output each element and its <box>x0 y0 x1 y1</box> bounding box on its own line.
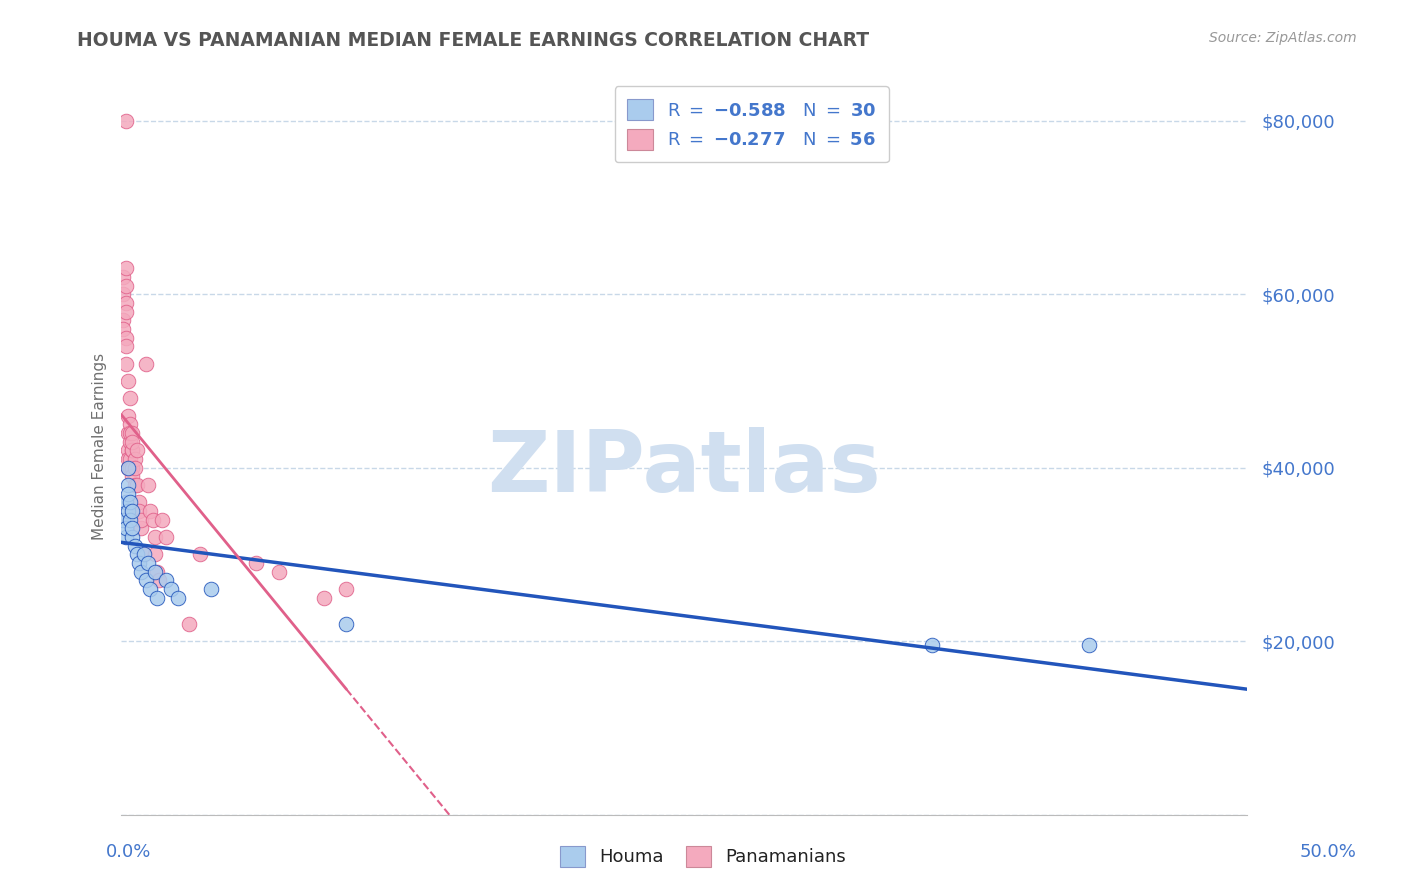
Point <box>335 616 357 631</box>
Point <box>312 591 335 605</box>
Point <box>112 313 135 327</box>
Point <box>142 513 165 527</box>
Point <box>120 417 142 432</box>
Point <box>121 504 143 518</box>
Point <box>125 443 148 458</box>
Point <box>267 565 290 579</box>
Point <box>117 374 139 388</box>
Point <box>188 548 211 562</box>
Point <box>124 478 146 492</box>
Point <box>120 460 142 475</box>
Text: ZIPatlas: ZIPatlas <box>488 426 882 509</box>
Point <box>114 521 136 535</box>
Point <box>143 548 166 562</box>
Legend: $\mathregular{R\ =\ }$$\mathbf{-0.588}$$\mathregular{\ \ \ N\ =\ }$$\mathbf{30}$: $\mathregular{R\ =\ }$$\mathbf{-0.588}$$… <box>614 87 889 162</box>
Point <box>124 539 146 553</box>
Point <box>146 565 169 579</box>
Point <box>117 504 139 518</box>
Point <box>114 304 136 318</box>
Point <box>114 261 136 276</box>
Point <box>135 574 157 588</box>
Y-axis label: Median Female Earnings: Median Female Earnings <box>93 352 107 540</box>
Point <box>114 296 136 310</box>
Point <box>121 469 143 483</box>
Point <box>117 486 139 500</box>
Point <box>921 639 943 653</box>
Point <box>136 556 159 570</box>
Point <box>135 357 157 371</box>
Point <box>124 460 146 475</box>
Point <box>128 556 150 570</box>
Point <box>117 425 139 440</box>
Point <box>117 452 139 467</box>
Point <box>166 591 188 605</box>
Point <box>155 574 177 588</box>
Point <box>120 513 142 527</box>
Point <box>120 452 142 467</box>
Point <box>150 513 173 527</box>
Point <box>128 504 150 518</box>
Point <box>132 548 155 562</box>
Point <box>112 322 135 336</box>
Point <box>114 495 136 509</box>
Point <box>121 530 143 544</box>
Text: 50.0%: 50.0% <box>1301 843 1357 861</box>
Point <box>131 565 153 579</box>
Point <box>1078 639 1101 653</box>
Point <box>117 460 139 475</box>
Point <box>117 409 139 423</box>
Point <box>155 530 177 544</box>
Point <box>177 616 200 631</box>
Point <box>139 504 162 518</box>
Point <box>132 548 155 562</box>
Point <box>120 495 142 509</box>
Point <box>143 530 166 544</box>
Point <box>112 269 135 284</box>
Point <box>335 582 357 596</box>
Point <box>114 330 136 344</box>
Point <box>131 513 153 527</box>
Point <box>146 591 169 605</box>
Text: 0.0%: 0.0% <box>105 843 150 861</box>
Point <box>114 113 136 128</box>
Point <box>136 478 159 492</box>
Point <box>124 452 146 467</box>
Point <box>114 530 136 544</box>
Point <box>143 565 166 579</box>
Point <box>121 460 143 475</box>
Point <box>121 521 143 535</box>
Point <box>128 495 150 509</box>
Point <box>114 339 136 353</box>
Point <box>139 582 162 596</box>
Point <box>121 434 143 449</box>
Text: Source: ZipAtlas.com: Source: ZipAtlas.com <box>1209 31 1357 45</box>
Point <box>117 460 139 475</box>
Point <box>120 425 142 440</box>
Point <box>159 582 181 596</box>
Point <box>112 513 135 527</box>
Point <box>125 478 148 492</box>
Point <box>117 478 139 492</box>
Legend: Houma, Panamanians: Houma, Panamanians <box>553 838 853 874</box>
Point <box>121 443 143 458</box>
Point <box>200 582 222 596</box>
Point <box>120 434 142 449</box>
Point <box>131 521 153 535</box>
Point <box>120 392 142 406</box>
Point <box>125 548 148 562</box>
Point <box>114 278 136 293</box>
Point <box>245 556 267 570</box>
Point <box>148 574 170 588</box>
Point <box>117 443 139 458</box>
Text: HOUMA VS PANAMANIAN MEDIAN FEMALE EARNINGS CORRELATION CHART: HOUMA VS PANAMANIAN MEDIAN FEMALE EARNIN… <box>77 31 869 50</box>
Point <box>121 443 143 458</box>
Point <box>121 425 143 440</box>
Point <box>114 357 136 371</box>
Point <box>112 287 135 301</box>
